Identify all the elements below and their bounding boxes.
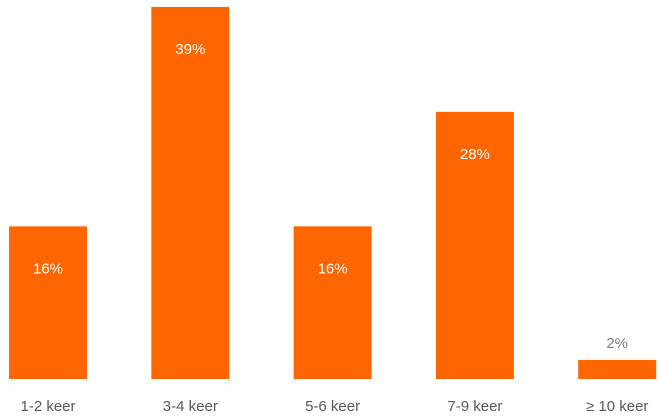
x-tick-label: 3-4 keer — [163, 398, 218, 415]
x-tick-label: 7-9 keer — [447, 398, 502, 415]
bar — [293, 226, 372, 379]
data-label: 28% — [460, 146, 490, 163]
bar — [9, 226, 87, 379]
x-tick-label: 1-2 keer — [20, 398, 75, 415]
bar — [151, 6, 230, 379]
bar — [435, 111, 514, 379]
x-tick-label: ≥ 10 keer — [586, 398, 648, 415]
bar — [578, 359, 657, 379]
data-label: 16% — [318, 260, 348, 277]
x-tick-label: 5-6 keer — [305, 398, 360, 415]
data-label: 16% — [33, 260, 63, 277]
data-label: 39% — [175, 41, 205, 58]
data-label: 2% — [606, 335, 628, 352]
